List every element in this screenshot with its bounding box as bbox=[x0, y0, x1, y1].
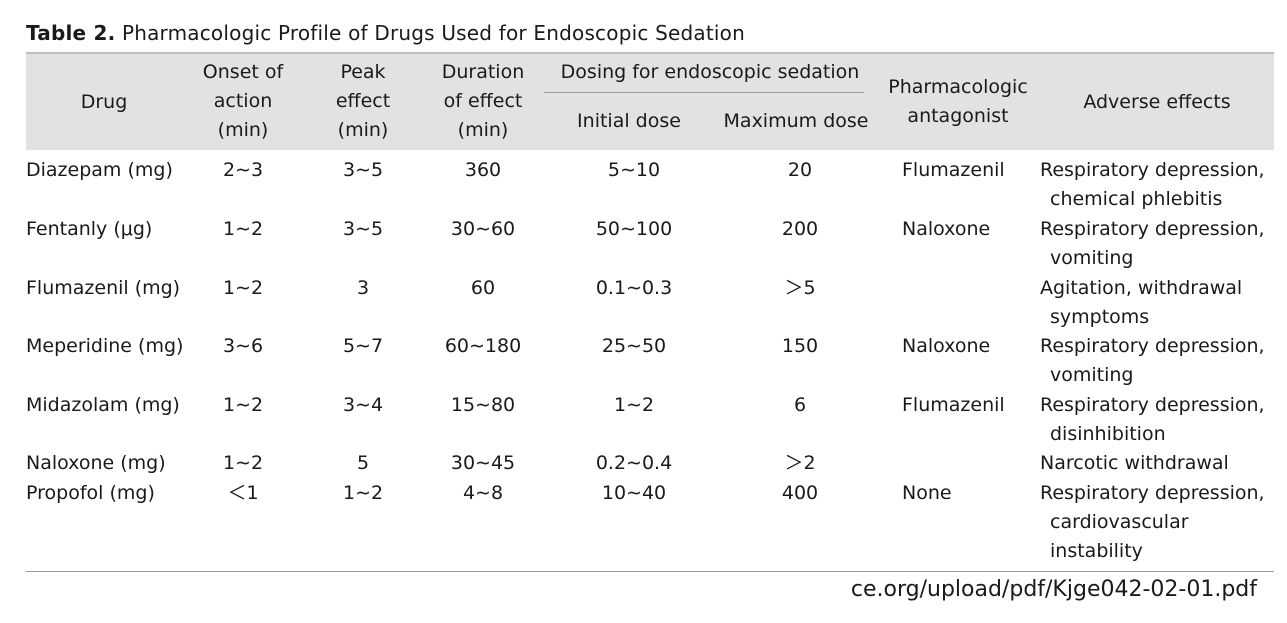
table-caption: Table 2. Pharmacologic Profile of Drugs … bbox=[26, 21, 745, 45]
header-antagonist: Pharmacologic antagonist bbox=[888, 76, 1028, 127]
header-peak: Peak effect (min) bbox=[335, 61, 391, 141]
cell-peak: 3∼5 bbox=[342, 159, 384, 181]
cell-adverse-effects: Agitation, withdrawal symptoms bbox=[1040, 277, 1243, 328]
cell-adverse-effects: Narcotic withdrawal bbox=[1040, 452, 1229, 474]
cell-onset: 1∼2 bbox=[222, 452, 264, 474]
cell-initial-dose: 5∼10 bbox=[607, 159, 661, 181]
table-bottom-rule bbox=[26, 571, 1274, 572]
cell-initial-dose: 25∼50 bbox=[601, 335, 667, 357]
cell-antagonist: None bbox=[902, 482, 952, 504]
header-onset: Onset of action (min) bbox=[202, 61, 284, 141]
cell-onset: 1∼2 bbox=[222, 277, 264, 299]
table-header-background bbox=[26, 53, 1274, 150]
cell-peak: 3∼5 bbox=[342, 218, 384, 240]
table-top-rule bbox=[26, 52, 1274, 54]
cell-drug: Naloxone (mg) bbox=[26, 452, 166, 474]
cell-initial-dose: 0.1∼0.3 bbox=[595, 277, 673, 299]
cell-duration: 60∼180 bbox=[444, 335, 522, 357]
cell-peak: 5 bbox=[356, 452, 370, 474]
cell-drug: Propofol (mg) bbox=[26, 482, 155, 504]
cell-antagonist: Naloxone bbox=[902, 218, 991, 240]
cell-maximum-dose: 6 bbox=[793, 394, 807, 416]
cell-duration: 30∼45 bbox=[450, 452, 516, 474]
cell-maximum-dose: ＞2 bbox=[784, 452, 816, 474]
cell-maximum-dose: 400 bbox=[781, 482, 819, 504]
cell-duration: 60 bbox=[470, 277, 496, 299]
header-drug: Drug bbox=[80, 91, 128, 113]
dosing-group-rule bbox=[544, 92, 864, 93]
header-initial-dose: Initial dose bbox=[577, 110, 681, 132]
cell-drug: Midazolam (mg) bbox=[26, 394, 180, 416]
cell-adverse-effects: Respiratory depression, chemical phlebiti… bbox=[1040, 159, 1265, 210]
header-adverse: Adverse effects bbox=[1083, 91, 1231, 113]
cell-initial-dose: 50∼100 bbox=[595, 218, 673, 240]
cell-antagonist: Flumazenil bbox=[902, 394, 1005, 416]
cell-maximum-dose: 150 bbox=[781, 335, 819, 357]
table-label: Table 2. bbox=[26, 21, 116, 45]
table-title: Pharmacologic Profile of Drugs Used for … bbox=[121, 21, 745, 45]
cell-duration: 4∼8 bbox=[462, 482, 504, 504]
cell-maximum-dose: ＞5 bbox=[784, 277, 816, 299]
cell-adverse-effects: Respiratory depression, vomiting bbox=[1040, 335, 1265, 386]
cell-initial-dose: 0.2∼0.4 bbox=[595, 452, 673, 474]
cell-maximum-dose: 200 bbox=[781, 218, 819, 240]
cell-antagonist: Naloxone bbox=[902, 335, 991, 357]
cell-drug: Diazepam (mg) bbox=[26, 159, 173, 181]
cell-adverse-effects: Respiratory depression, cardiovascular ins… bbox=[1040, 482, 1265, 562]
cell-peak: 1∼2 bbox=[342, 482, 384, 504]
cell-duration: 30∼60 bbox=[450, 218, 516, 240]
source-url: ce.org/upload/pdf/Kjge042-02-01.pdf bbox=[850, 577, 1257, 602]
cell-maximum-dose: 20 bbox=[787, 159, 813, 181]
cell-antagonist: Flumazenil bbox=[902, 159, 1005, 181]
header-dosing-group: Dosing for endoscopic sedation bbox=[560, 61, 860, 83]
header-maximum-dose: Maximum dose bbox=[723, 110, 869, 132]
cell-onset: 1∼2 bbox=[222, 218, 264, 240]
cell-duration: 360 bbox=[464, 159, 502, 181]
cell-drug: Fentanly (μg) bbox=[26, 218, 153, 240]
cell-initial-dose: 1∼2 bbox=[613, 394, 655, 416]
cell-onset: 3∼6 bbox=[222, 335, 264, 357]
cell-onset: ＜1 bbox=[227, 482, 259, 504]
cell-adverse-effects: Respiratory depression, disinhibition bbox=[1040, 394, 1265, 445]
cell-duration: 15∼80 bbox=[450, 394, 516, 416]
cell-drug: Meperidine (mg) bbox=[26, 335, 184, 357]
cell-drug: Flumazenil (mg) bbox=[26, 277, 181, 299]
cell-initial-dose: 10∼40 bbox=[601, 482, 667, 504]
cell-peak: 5∼7 bbox=[342, 335, 384, 357]
cell-onset: 2∼3 bbox=[222, 159, 264, 181]
cell-peak: 3 bbox=[356, 277, 370, 299]
header-duration: Duration of effect (min) bbox=[441, 61, 525, 141]
cell-peak: 3∼4 bbox=[342, 394, 384, 416]
cell-adverse-effects: Respiratory depression, vomiting bbox=[1040, 218, 1265, 269]
cell-onset: 1∼2 bbox=[222, 394, 264, 416]
